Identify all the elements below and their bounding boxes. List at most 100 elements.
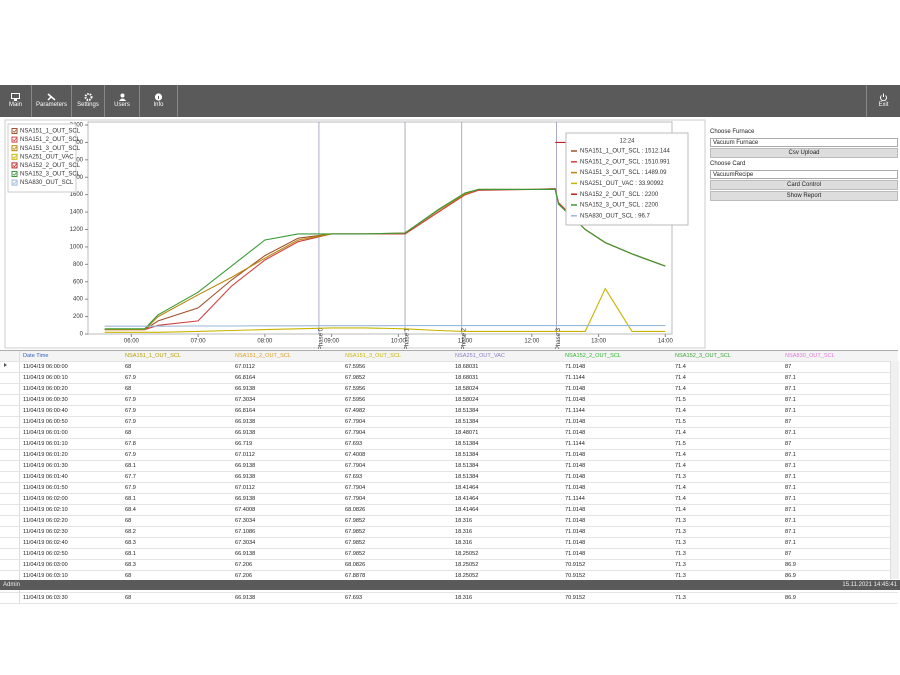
table-cell: 67.9: [125, 419, 136, 425]
table-cell: 11/04/19 06:02:10: [23, 507, 68, 513]
table-cell: 67.7904: [345, 496, 366, 502]
table-cell: 66.9138: [235, 463, 256, 469]
column-header[interactable]: NSA251_OUT_VAC: [455, 353, 505, 359]
show-report-button[interactable]: Show Report: [710, 191, 898, 201]
table-cell: 67.693: [345, 441, 363, 447]
settings-button[interactable]: Settings: [72, 85, 105, 117]
table-cell: 11/04/19 06:00:20: [23, 386, 68, 392]
table-cell: 11/04/19 06:00:50: [23, 419, 68, 425]
table-cell: 18.51384: [455, 474, 479, 480]
x-tick-label: 12:00: [524, 339, 540, 345]
column-header[interactable]: NSA830_OUT_SCL: [785, 353, 835, 359]
y-tick-label: 1800: [70, 175, 84, 181]
x-tick-label: 08:00: [257, 339, 273, 345]
table-cell: 71.5: [675, 397, 686, 403]
table-cell: 71.3: [675, 562, 686, 568]
table-cell: 11/04/19 06:01:50: [23, 485, 68, 491]
column-header[interactable]: NSA152_2_OUT_SCL: [565, 353, 621, 359]
table-cell: 68.0826: [345, 507, 366, 513]
table-cell: 86.9: [785, 562, 796, 568]
table-cell: 87.1: [785, 430, 796, 436]
table-cell: 67.3034: [235, 397, 256, 403]
table-cell: 68.1: [125, 551, 136, 557]
row-header: [0, 593, 20, 603]
table-cell: 87.1: [785, 452, 796, 458]
table-cell: 66.9138: [235, 474, 256, 480]
x-tick-label: 14:00: [658, 339, 674, 345]
table-cell: 71.3: [675, 573, 686, 579]
table-cell: 67.5956: [345, 397, 366, 403]
main-button[interactable]: Main: [0, 85, 32, 117]
series-line: [104, 287, 666, 333]
table-cell: 67.9: [125, 397, 136, 403]
users-button[interactable]: Users: [105, 85, 140, 117]
row-header: [0, 494, 20, 504]
legend-checkbox: [11, 145, 18, 152]
card-select[interactable]: VacuumRecipe: [710, 170, 898, 179]
tooltip-title: 12:24: [619, 139, 635, 145]
table-cell: 87.1: [785, 375, 796, 381]
column-header[interactable]: NSA151_3_OUT_SCL: [345, 353, 401, 359]
table-row: 11/04/19 06:01:30 68.1 66.9138 67.7904 18.51…: [0, 461, 898, 472]
table-cell: 18.51384: [455, 463, 479, 469]
table-cell: 67.3034: [235, 518, 256, 524]
table-cell: 71.4: [675, 408, 686, 414]
info-button[interactable]: Info: [140, 85, 178, 117]
row-header: [0, 549, 20, 559]
table-cell: 71.4: [675, 364, 686, 370]
table-cell: 87: [785, 364, 792, 370]
table-cell: 67.9: [125, 452, 136, 458]
table-cell: 71.4: [675, 496, 686, 502]
column-header[interactable]: Date Time: [23, 353, 49, 359]
y-tick-label: 1000: [70, 244, 84, 250]
table-cell: 71.3: [675, 595, 686, 601]
column-header[interactable]: NSA151_1_OUT_SCL: [125, 353, 181, 359]
side-panel: Choose Furnace Vacuum Furnace Csv Upload…: [708, 118, 900, 349]
scrollbar[interactable]: [890, 361, 899, 579]
legend-check: [12, 172, 17, 176]
table-cell: 71.4: [675, 463, 686, 469]
phase-label: Phase 1: [405, 327, 411, 349]
table-row: 11/04/19 06:01:00 68 66.9138 67.7904 18.4807…: [0, 428, 898, 439]
table-cell: 68: [125, 386, 132, 392]
table-cell: 66.9138: [235, 386, 256, 392]
table-cell: 18.51384: [455, 441, 479, 447]
table-cell: 67.7: [125, 474, 136, 480]
column-header[interactable]: NSA151_2_OUT_SCL: [235, 353, 291, 359]
legend-label: NSA151_1_OUT_SCL: [20, 129, 81, 135]
x-tick-label: 11:00: [458, 339, 473, 345]
row-header: [0, 472, 20, 482]
table-row: 11/04/19 06:02:40 68.3 67.3034 67.9852 18.31…: [0, 538, 898, 549]
table-cell: 71.5: [675, 441, 686, 447]
legend-box: [7, 123, 77, 193]
row-header: [0, 560, 20, 570]
row-header: [0, 461, 20, 471]
table-cell: 67.9: [125, 375, 136, 381]
furnace-select[interactable]: Vacuum Furnace: [710, 138, 898, 147]
table-cell: 67.0112: [235, 452, 255, 458]
table-cell: 11/04/19 06:00:40: [23, 408, 68, 414]
current-row-marker: [4, 363, 7, 367]
table-cell: 71.0148: [565, 386, 586, 392]
table-cell: 66.9138: [235, 551, 256, 557]
table-cell: 67.206: [235, 562, 253, 568]
table-cell: 66.8164: [235, 408, 256, 414]
parameters-label: Parameters: [35, 102, 67, 108]
y-tick-label: 1200: [70, 227, 84, 233]
parameters-button[interactable]: Parameters: [32, 85, 72, 117]
table-cell: 11/04/19 06:03:00: [23, 562, 68, 568]
tooltip-line: NSA152_2_OUT_SCL : 2200: [580, 192, 659, 198]
legend-checkbox: [11, 162, 18, 169]
exit-button[interactable]: Exit: [866, 85, 900, 117]
column-header[interactable]: NSA152_3_OUT_SCL: [675, 353, 731, 359]
table-cell: 87: [785, 441, 792, 447]
table-cell: 71.0148: [565, 452, 586, 458]
users-label: Users: [114, 102, 130, 108]
table-cell: 70.9152: [565, 562, 586, 568]
card-control-button[interactable]: Card Control: [710, 180, 898, 190]
table-cell: 67.7904: [345, 419, 366, 425]
table-cell: 87: [785, 551, 792, 557]
csv-upload-button[interactable]: Csv Upload: [710, 148, 898, 158]
table-cell: 67.7904: [345, 430, 366, 436]
